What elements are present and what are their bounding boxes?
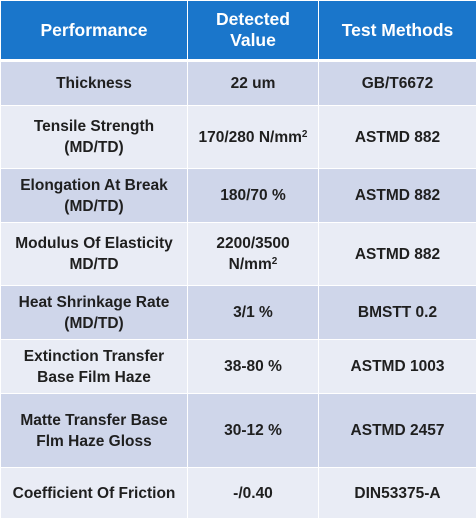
performance-cell: Coefficient Of Friction (0, 467, 188, 519)
header-test-methods: Test Methods (318, 0, 476, 62)
table-row: Matte Transfer Base Flm Haze Gloss 30-12… (0, 393, 476, 468)
detected-value-cell: 3/1 % (187, 285, 319, 340)
table-row: Modulus Of Elasticity MD/TD 2200/3500 N/… (0, 222, 476, 286)
value-text: 3/1 % (233, 304, 273, 321)
performance-cell: Extinction Transfer Base Film Haze (0, 339, 188, 394)
value-superscript: 2 (301, 128, 308, 140)
detected-value-cell: 180/70 % (187, 168, 319, 223)
detected-value-cell: 38-80 % (187, 339, 319, 394)
test-method-cell: ASTMD 2457 (318, 393, 476, 468)
header-detected-value: Detected Value (187, 0, 319, 62)
header-performance: Performance (0, 0, 188, 62)
value-text: -/0.40 (233, 484, 273, 502)
performance-cell: Elongation At Break (MD/TD) (0, 168, 188, 223)
table-row: Tensile Strength (MD/TD) 170/280 N/mm2 A… (0, 105, 476, 169)
detected-value-cell: 2200/3500 N/mm2 (187, 222, 319, 286)
detected-value-cell: 22 um (187, 60, 319, 106)
test-method-cell: DIN53375-A (318, 467, 476, 519)
header-row: Performance Detected Value Test Methods (0, 0, 476, 62)
test-method-cell: ASTMD 882 (318, 168, 476, 223)
value-text: 22 um (230, 75, 276, 92)
table-row: Coefficient Of Friction -/0.40 DIN53375-… (0, 467, 476, 519)
table-row: Thickness 22 um GB/T6672 (0, 60, 476, 106)
table-row: Heat Shrinkage Rate (MD/TD) 3/1 % BMSTT … (0, 285, 476, 340)
value-text: 170/280 N/mm (198, 128, 302, 146)
test-method-cell: GB/T6672 (318, 60, 476, 106)
value-text: 2200/3500 N/mm (216, 235, 290, 273)
value-text: 180/70 % (220, 187, 286, 204)
test-method-cell: ASTMD 1003 (318, 339, 476, 394)
performance-cell: Tensile Strength (MD/TD) (0, 105, 188, 169)
performance-cell: Thickness (0, 60, 188, 106)
performance-cell: Heat Shrinkage Rate (MD/TD) (0, 285, 188, 340)
value-superscript: 2 (271, 256, 278, 267)
detected-value-cell: 30-12 % (187, 393, 319, 468)
test-method-cell: BMSTT 0.2 (318, 285, 476, 340)
test-method-cell: ASTMD 882 (318, 105, 476, 169)
detected-value-cell: 170/280 N/mm2 (187, 105, 319, 169)
table-row: Extinction Transfer Base Film Haze 38-80… (0, 339, 476, 394)
performance-cell: Modulus Of Elasticity MD/TD (0, 222, 188, 286)
value-text: 38-80 % (224, 358, 282, 375)
test-method-cell: ASTMD 882 (318, 222, 476, 286)
performance-cell: Matte Transfer Base Flm Haze Gloss (0, 393, 188, 468)
value-text: 30-12 % (224, 422, 282, 439)
detected-value-cell: -/0.40 (187, 467, 319, 519)
table-row: Elongation At Break (MD/TD) 180/70 % AST… (0, 168, 476, 223)
